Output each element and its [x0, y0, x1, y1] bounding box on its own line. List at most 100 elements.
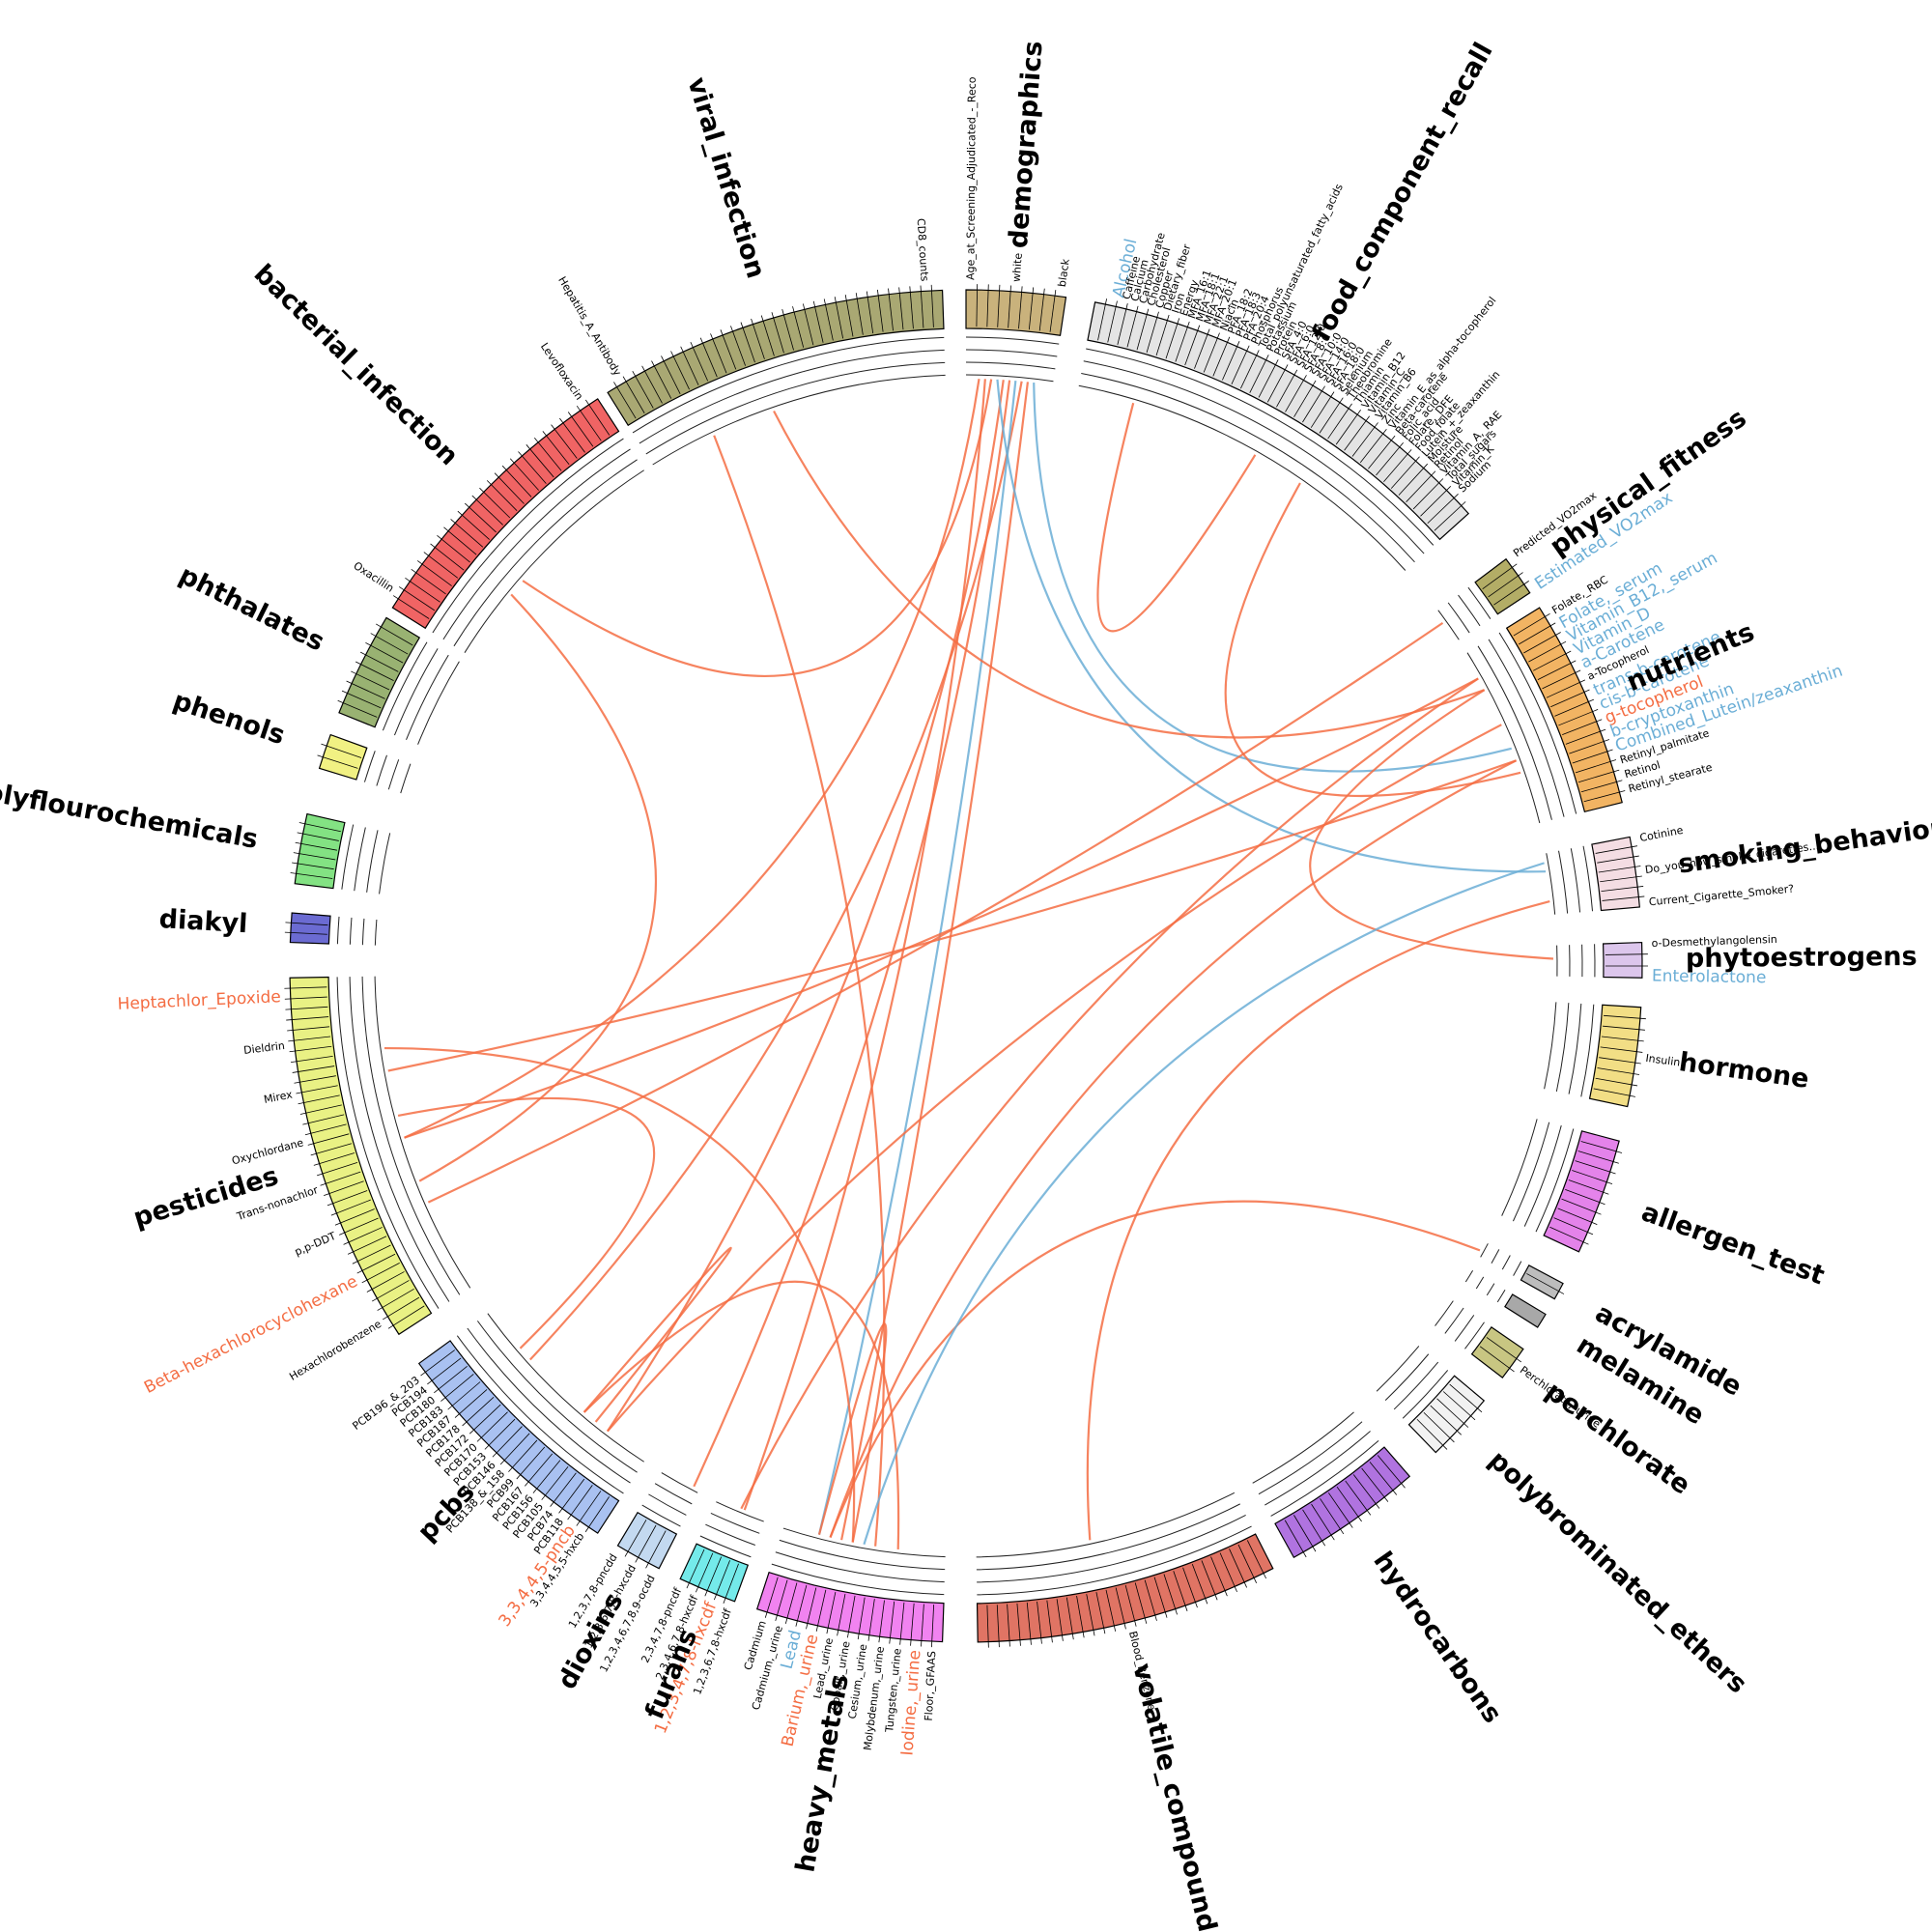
track-ring: [374, 919, 378, 946]
link: [1224, 482, 1521, 798]
sector-tick: [878, 1600, 885, 1643]
sector-tick: [347, 1236, 387, 1255]
sector-tick: [1434, 501, 1466, 531]
sector-tick: [427, 1357, 462, 1385]
sector-tick: [454, 1389, 488, 1418]
track-ring: [1083, 360, 1425, 554]
link: [418, 593, 658, 1182]
sector-tick: [795, 1584, 808, 1627]
sector-tick: [434, 1365, 468, 1394]
sector-tick: [509, 458, 539, 491]
sector-tick: [298, 1094, 340, 1105]
sector-tick: [297, 832, 339, 841]
track-ring: [1544, 1002, 1557, 1090]
track-ring: [1513, 1261, 1522, 1276]
sector-tick: [321, 743, 362, 758]
sector-tick: [298, 822, 341, 833]
sector-tick: [1572, 749, 1613, 764]
sector-tick: [356, 1253, 396, 1274]
sector-tick: [613, 382, 637, 419]
sector-tick: [291, 1056, 333, 1064]
track-ring: [977, 1525, 1252, 1596]
track-ring: [1570, 848, 1581, 913]
sector-tick: [1124, 1584, 1137, 1627]
sector-tick: [1320, 1498, 1345, 1535]
link: [606, 380, 1005, 1433]
links: [384, 378, 1554, 1549]
sector-tick: [1537, 660, 1577, 680]
track-ring: [336, 977, 440, 1309]
sector-tick: [1146, 311, 1159, 354]
sector-tick: [1518, 622, 1556, 645]
sector-tick: [292, 1065, 335, 1073]
sector-tick: [469, 1404, 501, 1435]
sector-tick: [696, 1552, 714, 1593]
track-ring: [1582, 845, 1594, 912]
sector-tick: [1420, 486, 1452, 517]
sector-tick: [1513, 612, 1550, 637]
sector-tick: [1554, 698, 1595, 717]
sector-tick: [1565, 1188, 1605, 1206]
item-label: Insulin: [1645, 1052, 1681, 1069]
sector-tick: [930, 284, 934, 327]
sector-tick: [740, 322, 755, 363]
item-label: CD8_counts: [915, 218, 931, 282]
sector-label: allergen_test: [1637, 1197, 1829, 1291]
sector-tick: [1598, 866, 1641, 873]
sector-tick: [1293, 1515, 1317, 1552]
sector-tick: [1237, 1544, 1258, 1583]
track-ring: [716, 1501, 764, 1522]
track-ring: [661, 1472, 698, 1493]
sector-tick: [1336, 1486, 1362, 1522]
sector-tick: [492, 1426, 523, 1458]
item-label: black: [1056, 258, 1072, 288]
sector-tick: [1246, 1540, 1266, 1579]
sector-label: volatile_compounds: [1126, 1661, 1226, 1932]
track-ring: [387, 759, 400, 790]
track-ring: [442, 448, 631, 640]
sector-tick: [866, 291, 874, 334]
sector-tick: [1427, 494, 1459, 525]
track-ring: [1523, 1125, 1562, 1227]
link: [1033, 383, 1513, 773]
track-ring: [361, 918, 365, 946]
sector-label: physical_fitness: [1545, 403, 1752, 561]
sector-bar: [1087, 301, 1470, 541]
track-ring: [349, 977, 450, 1302]
sector-tick: [1311, 1503, 1335, 1541]
sector-tick: [501, 465, 532, 497]
sector-tick: [1037, 1601, 1042, 1644]
sector-tick: [304, 1123, 347, 1136]
sector-tick: [802, 303, 814, 346]
sector-tick: [494, 472, 525, 504]
sector-tick: [479, 487, 511, 519]
sector-tick: [1412, 478, 1444, 510]
sector-tick: [1600, 875, 1642, 883]
sector-tick: [1390, 456, 1420, 489]
sector-label: phthalates: [174, 560, 328, 658]
track-ring: [976, 1492, 1236, 1558]
sector-tick: [1558, 709, 1599, 726]
track-ring: [1464, 1269, 1474, 1283]
sector-tick: [730, 326, 746, 366]
sector-tick: [1595, 845, 1638, 854]
sector-tick: [1231, 345, 1250, 384]
sector-tick: [815, 1589, 827, 1632]
track-ring: [464, 469, 644, 653]
sector-tick: [1359, 428, 1387, 464]
track-ring: [363, 751, 376, 782]
sector-tick: [317, 1161, 358, 1177]
sector-tick: [699, 337, 718, 378]
sector-tick: [792, 306, 805, 348]
sector-tick: [1376, 441, 1404, 476]
sector-tick: [1595, 1077, 1638, 1087]
track-ring: [1501, 1255, 1511, 1270]
sector-tick: [680, 346, 699, 385]
sector-tick: [1572, 1170, 1613, 1184]
track-ring: [652, 374, 946, 466]
item-label: Beta-hexachlorocyclohexane: [141, 1272, 360, 1398]
sector-tick: [889, 1601, 895, 1644]
sector-tick: [516, 1446, 546, 1480]
track-ring: [1454, 1315, 1475, 1342]
track-ring: [1437, 610, 1460, 640]
